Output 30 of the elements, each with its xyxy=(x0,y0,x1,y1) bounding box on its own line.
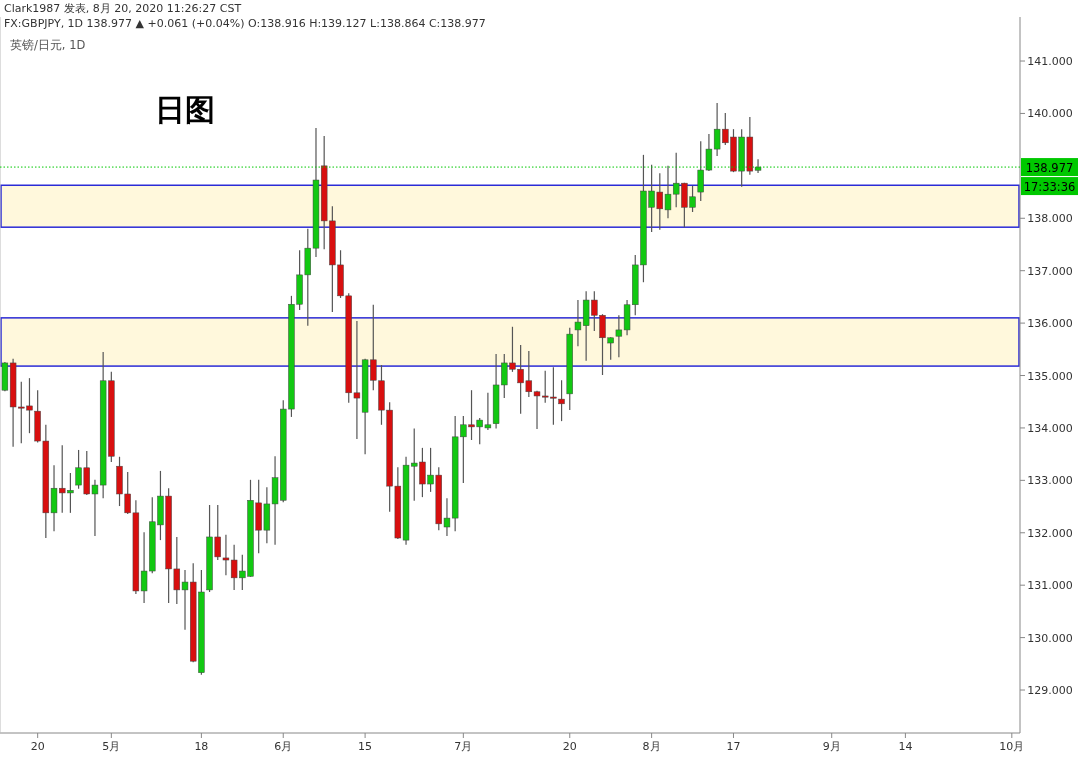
x-tick-label: 17 xyxy=(726,740,741,753)
text: Clark1987 发表, 8月 20, 2020 11:26:27 CST xyxy=(4,2,242,15)
x-tick-label: 10月 xyxy=(999,740,1025,753)
x-tick-label: 14 xyxy=(898,740,913,753)
y-tick-label: 135.000 xyxy=(1027,369,1073,383)
x-tick-label: 6月 xyxy=(274,740,293,753)
annotation: FX:GBPJPY, 1D 138.977 ▲ +0.061 (+0.04%) O:138.916 H:139.127 L:138.864 C:138.977 xyxy=(4,17,486,30)
x-tick-label: 15 xyxy=(358,740,373,753)
y-tick-label: 138.000 xyxy=(1027,212,1073,226)
y-tick-label: 136.000 xyxy=(1027,317,1073,331)
y-tick-label: 129.000 xyxy=(1027,684,1073,698)
x-tick-label: 7月 xyxy=(454,740,473,753)
y-tick-label: 131.000 xyxy=(1027,579,1073,593)
ref-line-label: 138.977 xyxy=(1025,160,1074,175)
x-tick-label: 18 xyxy=(194,740,209,753)
x-tick-label: 8月 xyxy=(642,740,661,753)
x-tick-label: 20 xyxy=(562,740,577,753)
text: 17:33:36 xyxy=(1023,179,1076,194)
text: 英镑/日元, 1D xyxy=(10,38,86,52)
y-tick-label: 137.000 xyxy=(1027,264,1073,278)
y-tick-label: 133.000 xyxy=(1027,474,1073,488)
y-tick-label: 141.000 xyxy=(1027,55,1073,69)
text: 日图 xyxy=(155,92,215,127)
x-tick-label: 9月 xyxy=(822,740,841,753)
x-tick-label: 5月 xyxy=(102,740,121,753)
y-tick-label: 130.000 xyxy=(1027,631,1073,645)
y-tick-label: 134.000 xyxy=(1027,421,1073,435)
y-tick-label: 132.000 xyxy=(1027,526,1073,540)
x-tick-label: 20 xyxy=(30,740,45,753)
y-tick-label: 140.000 xyxy=(1027,107,1073,121)
